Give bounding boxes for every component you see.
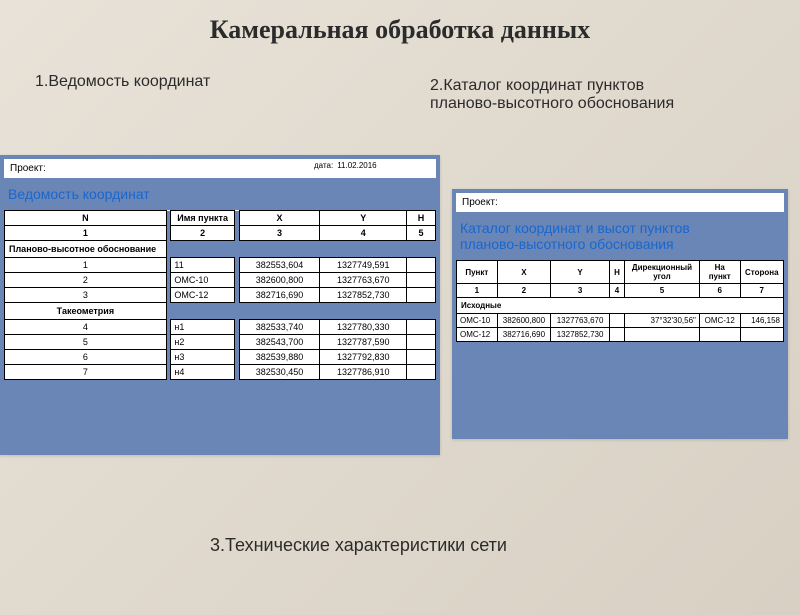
date-box: дата: 11.02.2016 (310, 159, 381, 172)
panel-catalog: Проект: Каталог координат и высот пункто… (452, 189, 788, 439)
table-row: 4н1382533,7401327780,330 (5, 320, 436, 335)
table-row: Такеометрия (5, 303, 436, 320)
table-row: Исходные (457, 298, 784, 314)
label-1: 1.Ведомость координат (35, 73, 210, 91)
date-value: 11.02.2016 (337, 161, 376, 170)
page-title: Камеральная обработка данных (0, 15, 800, 45)
table-vedomost: N Имя пункта X Y H 1 2 3 4 5 Планово-выс… (4, 210, 436, 380)
project-header-2: Проект: (456, 193, 784, 212)
table-row: 5н2382543,7001327787,590 (5, 335, 436, 350)
label-2: 2.Каталог координат пунктов планово-высо… (430, 77, 690, 113)
table-row: 1 2 3 4 5 (5, 226, 436, 241)
project-label-2: Проект: (462, 197, 498, 208)
project-label-1: Проект: (10, 163, 46, 174)
date-label: дата: (314, 161, 333, 170)
label-3: 3.Технические характеристики сети (210, 535, 507, 556)
table-row: 6н3382539,8801327792,830 (5, 350, 436, 365)
table-row: ОМС-10382600,8001327763,67037°32'30,56"О… (457, 314, 784, 328)
table-row: 1234567 (457, 284, 784, 298)
table-row: ОМС-12382716,6901327852,730 (457, 328, 784, 342)
table-catalog: Пункт X Y H Дирекционный угол На пункт С… (456, 260, 784, 342)
table-row: 111382553,6041327749,591 (5, 258, 436, 273)
panel1-title: Ведомость координат (0, 182, 440, 210)
table-row: Планово-высотное обоснование (5, 241, 436, 258)
table-row: Пункт X Y H Дирекционный угол На пункт С… (457, 261, 784, 284)
table-row: 7н4382530,4501327786,910 (5, 365, 436, 380)
panel-vedomost: Проект: Ведомость координат N Имя пункта… (0, 155, 440, 455)
panel2-title: Каталог координат и высот пунктов планов… (452, 216, 752, 260)
table-row: N Имя пункта X Y H (5, 211, 436, 226)
table-row: 3ОМС-12382716,6901327852,730 (5, 288, 436, 303)
table-row: 2ОМС-10382600,8001327763,670 (5, 273, 436, 288)
